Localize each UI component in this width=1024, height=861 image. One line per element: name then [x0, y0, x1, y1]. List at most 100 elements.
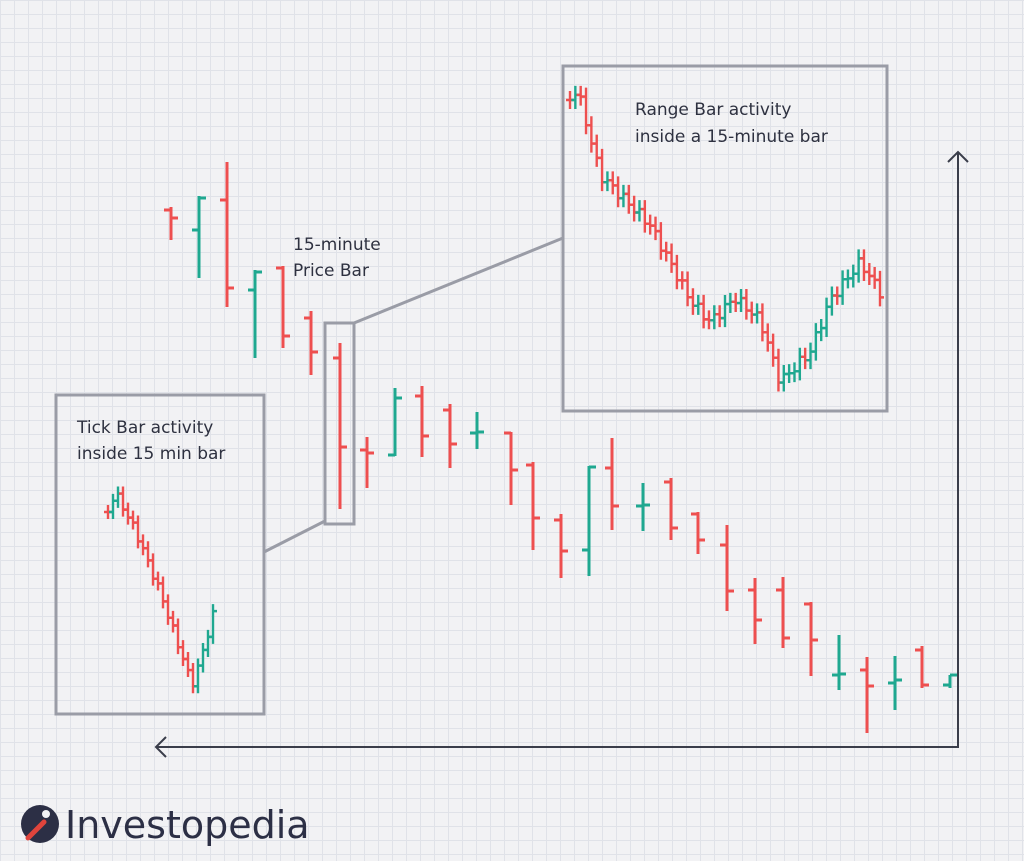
ohlc-bar [164, 594, 172, 625]
ohlc-bar [189, 663, 197, 694]
ohlc-bar [865, 262, 874, 285]
ohlc-bar [598, 148, 607, 192]
ohlc-bar [774, 348, 783, 392]
ohlc-bar [192, 196, 206, 278]
ohlc-bar [656, 222, 665, 260]
ohlc-bar [209, 604, 217, 644]
ohlc-bar [860, 657, 874, 733]
ohlc-bar [769, 333, 778, 367]
annotation: inside 15 min bar [77, 444, 225, 464]
ohlc-bar [776, 577, 790, 648]
logo-text: Investopedia [65, 803, 310, 847]
ohlc-bar [721, 295, 729, 328]
ohlc-bar [630, 195, 639, 222]
ohlc-bar [526, 462, 540, 550]
ohlc-bar [159, 576, 167, 609]
ohlc-bar [605, 438, 619, 530]
ohlc-bar [664, 478, 678, 540]
ohlc-bar [691, 512, 705, 554]
ohlc-bar [827, 286, 836, 316]
ohlc-bar [699, 294, 708, 329]
ohlc-bar [795, 347, 804, 381]
ohlc-bar [220, 162, 234, 307]
ohlc-bar [415, 386, 429, 457]
ohlc-bar [388, 388, 402, 457]
ohlc-bar [822, 297, 831, 338]
annotation: Price Bar [293, 261, 369, 281]
ohlc-bar [204, 629, 212, 657]
annotation: Tick Bar activity [76, 418, 213, 438]
ohlc-bar [715, 305, 724, 328]
ohlc-bar [360, 437, 374, 488]
ohlc-bar [832, 635, 846, 690]
ohlc-bar [587, 116, 596, 153]
ohlc-bar [184, 651, 192, 678]
ohlc-bar [129, 510, 137, 530]
ohlc-bar [554, 514, 568, 578]
ohlc-bar [801, 347, 810, 370]
ohlc-bar [119, 486, 127, 517]
ohlc-bar [592, 134, 601, 167]
ohlc-bar [758, 303, 767, 342]
ohlc-bar [737, 289, 746, 313]
ohlc-bar [748, 578, 762, 644]
ohlc-bar [763, 323, 772, 352]
ohlc-bar [742, 289, 751, 320]
ohlc-bar [720, 525, 734, 611]
ohlc-bar [582, 87, 591, 135]
ohlc-bar [624, 184, 633, 214]
ohlc-bar [854, 249, 863, 283]
ohlc-bar [811, 323, 820, 361]
ohlc-bar [276, 266, 290, 348]
ohlc-bar [672, 254, 681, 290]
ohlc-bar [667, 243, 676, 273]
ohlc-bar [859, 249, 868, 281]
axes [154, 150, 969, 758]
ohlc-bar [582, 465, 596, 576]
ohlc-bar [333, 343, 347, 509]
ohlc-bar [304, 311, 318, 375]
tick-bar-box [54, 393, 266, 716]
ohlc-bar [470, 412, 484, 449]
ohlc-bar [194, 658, 202, 694]
ohlc-bar [876, 270, 884, 307]
ohlc-bar [124, 502, 132, 525]
highlight-box [323, 321, 356, 526]
connector [353, 236, 564, 325]
annotation: Range Bar activity [635, 100, 791, 120]
ohlc-bar [199, 642, 207, 673]
ohlc-bar [149, 553, 157, 586]
logo-icon [21, 805, 59, 843]
bar-group [104, 85, 957, 733]
ohlc-bar [688, 288, 697, 315]
ohlc-bar [915, 646, 929, 688]
ohlc-bar [636, 483, 650, 531]
ohlc-bar [817, 319, 826, 342]
ohlc-bar [619, 184, 628, 208]
annotation: inside a 15-minute bar [635, 127, 828, 147]
ohlc-bar [683, 271, 692, 307]
ohlc-bar [804, 602, 818, 676]
ohlc-bar [779, 364, 788, 392]
ohlc-bar [870, 266, 879, 289]
ohlc-bar [849, 264, 858, 288]
ohlc-bar [134, 515, 142, 549]
ohlc-bar [838, 270, 847, 305]
ohlc-bar [139, 534, 147, 556]
connector [263, 519, 326, 554]
ohlc-bar [888, 656, 902, 710]
ohlc-bar [571, 85, 580, 109]
ohlc-bar [651, 216, 660, 241]
ohlc-bar [169, 610, 177, 633]
ohlc-bar [109, 493, 117, 519]
ohlc-bar [248, 270, 262, 358]
ohlc-bar [635, 200, 644, 222]
ohlc-bar [640, 200, 649, 233]
ohlc-bar [174, 618, 182, 655]
ohlc-bar [504, 431, 518, 505]
ohlc-bar [443, 404, 457, 468]
ohlc-bar [747, 301, 756, 324]
ohlc-bar [608, 171, 617, 195]
